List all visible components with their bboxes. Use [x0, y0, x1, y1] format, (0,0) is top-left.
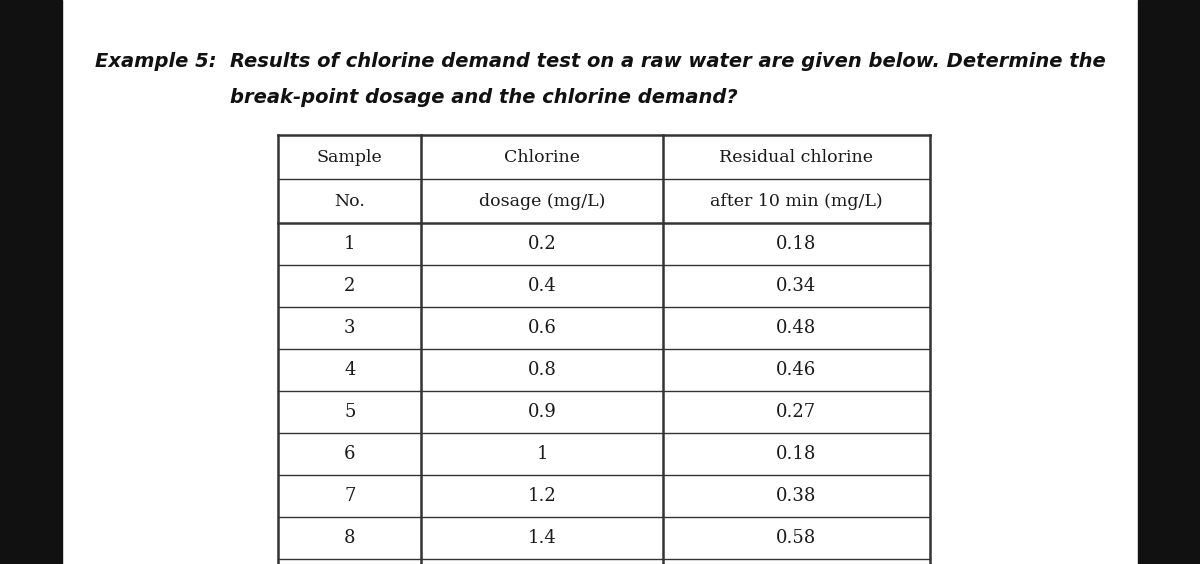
Text: 1: 1: [344, 235, 355, 253]
Text: 0.18: 0.18: [776, 445, 816, 463]
Text: Results of chlorine demand test on a raw water are given below. Determine the: Results of chlorine demand test on a raw…: [230, 52, 1105, 71]
Text: dosage (mg/L): dosage (mg/L): [479, 192, 605, 209]
Text: 4: 4: [344, 361, 355, 379]
Text: Residual chlorine: Residual chlorine: [719, 148, 874, 165]
Text: 2: 2: [344, 277, 355, 295]
Text: 0.8: 0.8: [528, 361, 557, 379]
Text: 0.18: 0.18: [776, 235, 816, 253]
Text: 1: 1: [536, 445, 548, 463]
Text: 0.27: 0.27: [776, 403, 816, 421]
Text: Sample: Sample: [317, 148, 383, 165]
Text: 0.58: 0.58: [776, 529, 816, 547]
Text: 0.34: 0.34: [776, 277, 816, 295]
Bar: [0, 0, 62, 564]
Text: 0.4: 0.4: [528, 277, 557, 295]
Text: 0.2: 0.2: [528, 235, 557, 253]
Text: 0.38: 0.38: [776, 487, 816, 505]
Text: 0.46: 0.46: [776, 361, 816, 379]
Text: No.: No.: [335, 192, 365, 209]
Bar: [278, 135, 930, 564]
Text: 0.9: 0.9: [528, 403, 557, 421]
Text: after 10 min (mg/L): after 10 min (mg/L): [710, 192, 883, 209]
Text: 1.2: 1.2: [528, 487, 557, 505]
Text: 0.48: 0.48: [776, 319, 816, 337]
Text: 5: 5: [344, 403, 355, 421]
Text: break-point dosage and the chlorine demand?: break-point dosage and the chlorine dema…: [230, 88, 738, 107]
Text: Chlorine: Chlorine: [504, 148, 580, 165]
Text: 6: 6: [344, 445, 355, 463]
Text: 0.6: 0.6: [528, 319, 557, 337]
Text: 1.4: 1.4: [528, 529, 557, 547]
Text: Example 5:: Example 5:: [95, 52, 216, 71]
Bar: [1138, 0, 1200, 564]
Text: 8: 8: [344, 529, 355, 547]
Text: 7: 7: [344, 487, 355, 505]
Text: 3: 3: [344, 319, 355, 337]
